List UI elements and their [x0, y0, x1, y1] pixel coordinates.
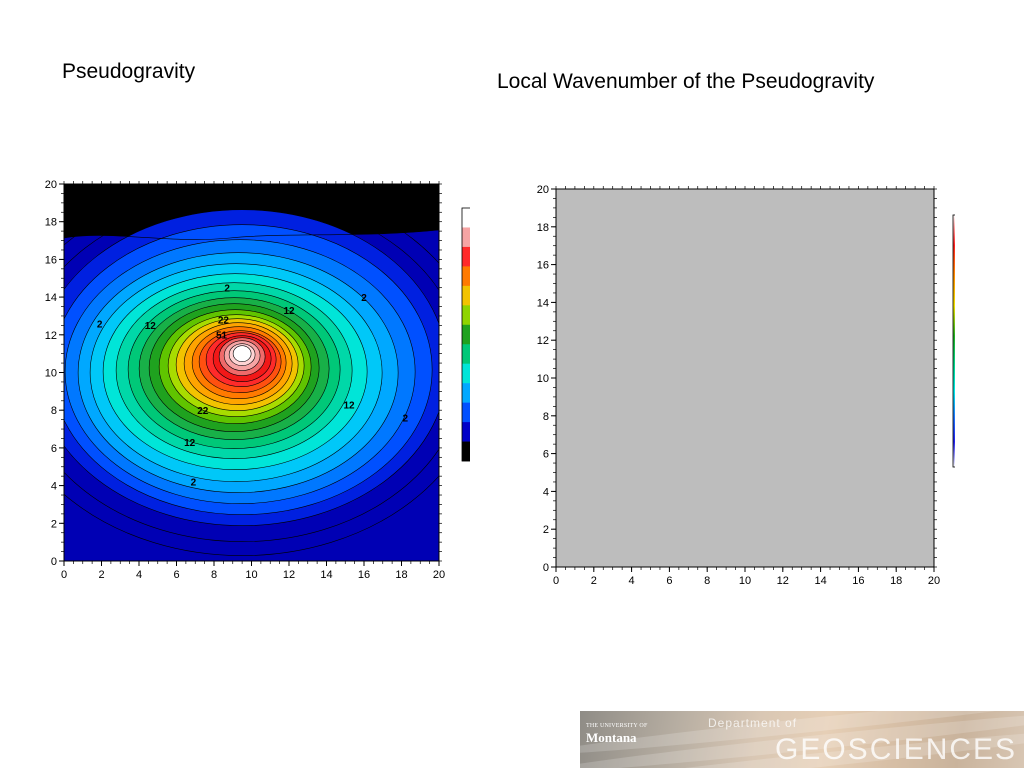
wavenumber-x-tick-label: 6	[666, 575, 672, 587]
pseudogravity-contour-label: 22	[197, 406, 209, 417]
wavenumber-x-tick-label: 18	[890, 575, 902, 587]
pseudogravity-contour-line	[64, 184, 439, 556]
pseudogravity-contour-band	[232, 345, 252, 362]
pseudogravity-contour-label: 2	[402, 414, 408, 425]
pseudogravity-x-tick-label: 8	[211, 569, 217, 581]
wavenumber-x-tick-label: 12	[777, 575, 789, 587]
department-line: Department of	[708, 716, 798, 730]
pseudogravity-x-tick-label: 16	[358, 569, 370, 581]
pseudogravity-y-tick-label: 0	[51, 556, 57, 568]
wavenumber-border-fill	[556, 189, 934, 567]
pseudogravity-y-tick-label: 6	[51, 443, 57, 455]
pseudogravity-colorbar-swatch	[462, 363, 478, 384]
pseudogravity-colorbar-swatch	[462, 441, 478, 462]
wavenumber-x-tick-label: 8	[704, 575, 710, 587]
university-logo: THE UNIVERSITY OF Montana	[586, 720, 648, 744]
right-chart-title: Local Wavenumber of the Pseudogravity	[497, 70, 875, 93]
pseudogravity-contour-label: 51	[216, 331, 228, 342]
pseudogravity-contour-label: 22	[218, 315, 230, 326]
pseudogravity-contour-label: 2	[361, 293, 367, 304]
pseudogravity-y-tick-label: 10	[45, 368, 57, 380]
pseudogravity-colorbar-swatch	[462, 227, 478, 248]
wavenumber-y-tick-label: 8	[543, 411, 549, 423]
wavenumber-y-tick-label: 10	[537, 373, 549, 385]
pseudogravity-contour-label: 12	[184, 438, 196, 449]
wavenumber-x-tick-label: 20	[928, 575, 940, 587]
logo-small-text: THE UNIVERSITY OF	[586, 723, 648, 729]
pseudogravity-x-tick-label: 4	[136, 569, 142, 581]
pseudogravity-contour-label: 2	[224, 283, 230, 294]
pseudogravity-contour-label: 12	[145, 321, 157, 332]
pseudogravity-y-tick-label: 20	[45, 179, 57, 191]
wavenumber-x-tick-label: 0	[553, 575, 559, 587]
pseudogravity-colorbar-swatch	[462, 402, 478, 423]
wavenumber-y-tick-label: 6	[543, 449, 549, 461]
wavenumber-y-tick-label: 4	[543, 486, 549, 498]
pseudogravity-x-tick-label: 18	[395, 569, 407, 581]
wavenumber-y-tick-label: 18	[537, 222, 549, 234]
wavenumber-x-tick-label: 14	[814, 575, 826, 587]
pseudogravity-contour-label: 12	[283, 306, 295, 317]
wavenumber-y-tick-label: 16	[537, 260, 549, 272]
pseudogravity-colorbar-swatch	[462, 422, 478, 442]
pseudogravity-y-tick-label: 18	[45, 217, 57, 229]
pseudogravity-y-tick-label: 12	[45, 330, 57, 342]
pseudogravity-colorbar-swatch	[462, 344, 478, 364]
pseudogravity-contour-label: 12	[343, 400, 355, 411]
pseudogravity-y-tick-label: 8	[51, 405, 57, 417]
pseudogravity-colorbar-swatch	[462, 208, 478, 228]
pseudogravity-contour-label: 2	[97, 319, 103, 330]
pseudogravity-y-tick-label: 14	[45, 292, 57, 304]
department-name: GEOSCIENCES	[775, 733, 1018, 766]
wavenumber-y-tick-label: 2	[543, 524, 549, 536]
pseudogravity-x-tick-label: 10	[245, 569, 257, 581]
logo-name-text: Montana	[586, 730, 637, 745]
pseudogravity-x-tick-label: 20	[433, 569, 445, 581]
pseudogravity-contour-label: 2	[191, 478, 197, 489]
wavenumber-x-tick-label: 10	[739, 575, 751, 587]
pseudogravity-colorbar-swatch	[462, 246, 478, 267]
pseudogravity-x-tick-label: 14	[320, 569, 332, 581]
wavenumber-colorbar	[952, 214, 970, 468]
pseudogravity-y-tick-label: 4	[51, 481, 57, 493]
pseudogravity-contour-line	[64, 229, 439, 240]
pseudogravity-contour-line	[64, 197, 439, 542]
wavenumber-y-tick-label: 14	[537, 297, 549, 309]
pseudogravity-chart: 2 2 2 12 22 12 51 22 12 2 12 2 0 2 4 6 8 10 12 14 16 18 20 0 2 4…	[30, 172, 495, 584]
pseudogravity-colorbar-swatch	[462, 266, 478, 287]
pseudogravity-x-tick-label: 0	[61, 569, 67, 581]
pseudogravity-x-tick-label: 6	[173, 569, 179, 581]
wavenumber-x-tick-label: 16	[852, 575, 864, 587]
pseudogravity-x-tick-label: 12	[283, 569, 295, 581]
pseudogravity-colorbar-swatch	[462, 383, 478, 403]
pseudogravity-y-tick-label: 16	[45, 254, 57, 266]
department-banner: THE UNIVERSITY OF Montana Department of …	[580, 711, 1024, 768]
wavenumber-y-tick-label: 12	[537, 335, 549, 347]
wavenumber-y-tick-label: 20	[537, 184, 549, 196]
pseudogravity-colorbar-swatch	[462, 305, 478, 326]
wavenumber-y-tick-label: 0	[543, 562, 549, 574]
pseudogravity-colorbar-swatch	[462, 285, 478, 306]
pseudogravity-colorbar-swatch	[462, 324, 478, 345]
wavenumber-x-tick-label: 2	[591, 575, 597, 587]
pseudogravity-x-tick-label: 2	[98, 569, 104, 581]
wavenumber-x-tick-label: 4	[629, 575, 635, 587]
pseudogravity-y-tick-label: 2	[51, 518, 57, 530]
left-chart-title: Pseudogravity	[62, 60, 196, 83]
